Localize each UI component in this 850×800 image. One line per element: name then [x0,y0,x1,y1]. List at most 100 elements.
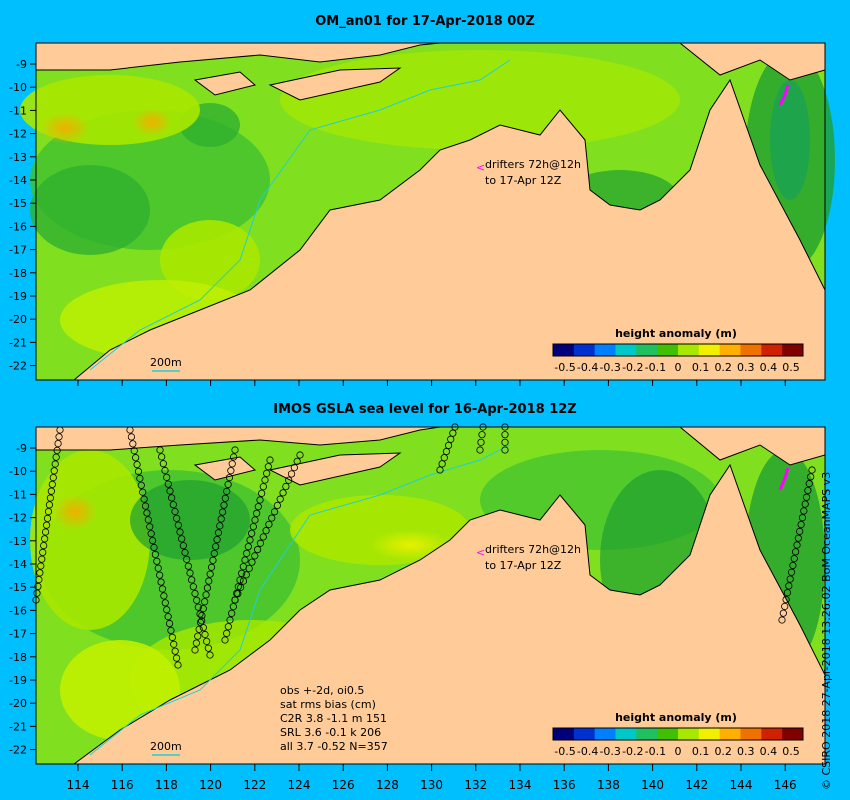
latitude-tick-label: -15 [9,197,27,210]
longitude-tick-label: 120 [199,778,222,792]
colorbar-tick-label: 0.1 [692,745,710,758]
top-map-frame [35,42,826,381]
latitude-tick-label: -19 [9,674,27,687]
colorbar-tick-label: -0.3 [599,745,620,758]
colorbar-segment [698,344,721,356]
colorbar-segment [657,728,679,740]
colorbar-tick-label: -0.5 [554,361,575,374]
bottom-latitude-axis: -9 -10 -11 -12 -13 -14 -15 -16 -17 -18 -19 -20 -21 -2… [9,442,36,757]
latitude-tick-label: -13 [9,151,27,164]
latitude-tick-label: -16 [9,604,27,617]
colorbar-segment [740,728,762,740]
colorbar-tick-label: 0.5 [782,745,800,758]
latitude-tick-label: -11 [9,104,27,117]
latitude-tick-label: -18 [9,651,27,664]
colorbar-segment [678,344,700,356]
colorbar-tick-label: -0.1 [645,745,666,758]
latitude-tick-label: -9 [16,58,27,71]
bottom-map-frame [35,426,826,765]
longitude-tick-label: 128 [376,778,399,792]
longitude-tick-label: 146 [774,778,797,792]
colorbar-segment [615,344,637,356]
colorbar-segment [636,344,658,356]
colorbar-tick-label: 0.2 [714,361,732,374]
latitude-tick-label: -10 [9,465,27,478]
top-colorbar [552,343,804,357]
longitude-tick-label: 116 [111,778,134,792]
top-colorbar-ticks: -0.5 -0.4 -0.3 -0.2 -0.1 0 0.1 0.2 0.3 0.4 0.5 [554,361,799,374]
bottom-australia-land [72,463,826,765]
credit-text: © CSIRO 2018 27-Apr-2018 13:26:02 BoM Oc… [820,471,833,790]
colorbar-tick-label: -0.4 [577,745,598,758]
colorbar-segment [594,728,616,740]
longitude-tick-label: 142 [685,778,708,792]
top-colorbar-title: height anomaly (m) [615,327,737,340]
top-latitude-axis: -9 -10 -11 -12 -13 -14 -15 -16 -17 -18 -19 -20 -21 -2… [9,58,36,373]
colorbar-segment [657,344,679,356]
longitude-tick-label: 144 [730,778,753,792]
colorbar-segment [782,344,804,356]
stats-line: all 3.7 -0.52 N=357 [280,740,388,753]
stats-block: obs +-2d, oi0.5 sat rms bias (cm) C2R 3.… [280,684,388,753]
longitude-tick-label: 140 [641,778,664,792]
latitude-tick-label: -18 [9,267,27,280]
longitude-tick-label: 138 [597,778,620,792]
colorbar-segment [594,344,616,356]
bottom-drifter-label-2: to 17-Apr 12Z [485,559,562,572]
top-map-panel: < drifters 72h@12h to 17-Apr 12Z 200m he… [20,42,835,381]
colorbar-segment [698,728,721,740]
latitude-tick-label: -21 [9,720,27,733]
top-indonesia-land [35,42,441,71]
colorbar-tick-label: -0.1 [645,361,666,374]
colorbar-segment [740,344,762,356]
colorbar-segment [761,344,783,356]
longitude-axis: 114 116 118 120 122 124 126 128 130 132 134 136 138 1… [67,380,797,792]
colorbar-tick-label: -0.4 [577,361,598,374]
colorbar-segment [553,344,575,356]
bottom-200m-label: 200m [150,740,182,753]
latitude-tick-label: -13 [9,535,27,548]
latitude-tick-label: -17 [9,244,27,257]
latitude-tick-label: -15 [9,581,27,594]
colorbar-tick-label: -0.5 [554,745,575,758]
colorbar-tick-label: 0 [675,361,682,374]
bottom-indonesia-land [35,426,441,451]
longitude-tick-label: 114 [67,778,90,792]
latitude-tick-label: -12 [9,128,27,141]
bottom-island-2 [268,452,402,486]
latitude-tick-label: -9 [16,442,27,455]
top-island-1 [193,71,257,96]
top-island-2 [268,67,402,101]
colorbar-segment [615,728,637,740]
latitude-tick-label: -22 [9,744,27,757]
latitude-tick-label: -14 [9,558,27,571]
latitude-tick-label: -19 [9,290,27,303]
bottom-colorbar-ticks: -0.5 -0.4 -0.3 -0.2 -0.1 0 0.1 0.2 0.3 0.4 0.5 [554,745,799,758]
stats-line: sat rms bias (cm) [280,698,376,711]
colorbar-segment [782,728,804,740]
latitude-tick-label: -14 [9,174,27,187]
colorbar-segment [636,728,658,740]
colorbar-tick-label: -0.2 [622,361,643,374]
latitude-tick-label: -20 [9,697,27,710]
colorbar-tick-label: 0.4 [760,745,778,758]
bottom-drifter-marker: < [476,546,485,559]
top-drifter-track [778,84,790,106]
bottom-colorbar-title: height anomaly (m) [615,711,737,724]
colorbar-segment [761,728,783,740]
colorbar-tick-label: 0.1 [692,361,710,374]
top-200m-label: 200m [150,356,182,369]
colorbar-segment [719,344,741,356]
top-panel-title: OM_an01 for 17-Apr-2018 00Z [315,14,535,29]
colorbar-segment [573,728,596,740]
top-australia-land [72,78,826,381]
colorbar-tick-label: 0.3 [737,361,755,374]
colorbar-tick-label: 0.4 [760,361,778,374]
bottom-drifter-label-1: drifters 72h@12h [485,543,581,556]
bottom-island-1 [193,456,257,481]
top-drifter-label-1: drifters 72h@12h [485,158,581,171]
longitude-tick-label: 130 [420,778,443,792]
longitude-tick-label: 124 [288,778,311,792]
stats-line: C2R 3.8 -1.1 m 151 [280,712,387,725]
